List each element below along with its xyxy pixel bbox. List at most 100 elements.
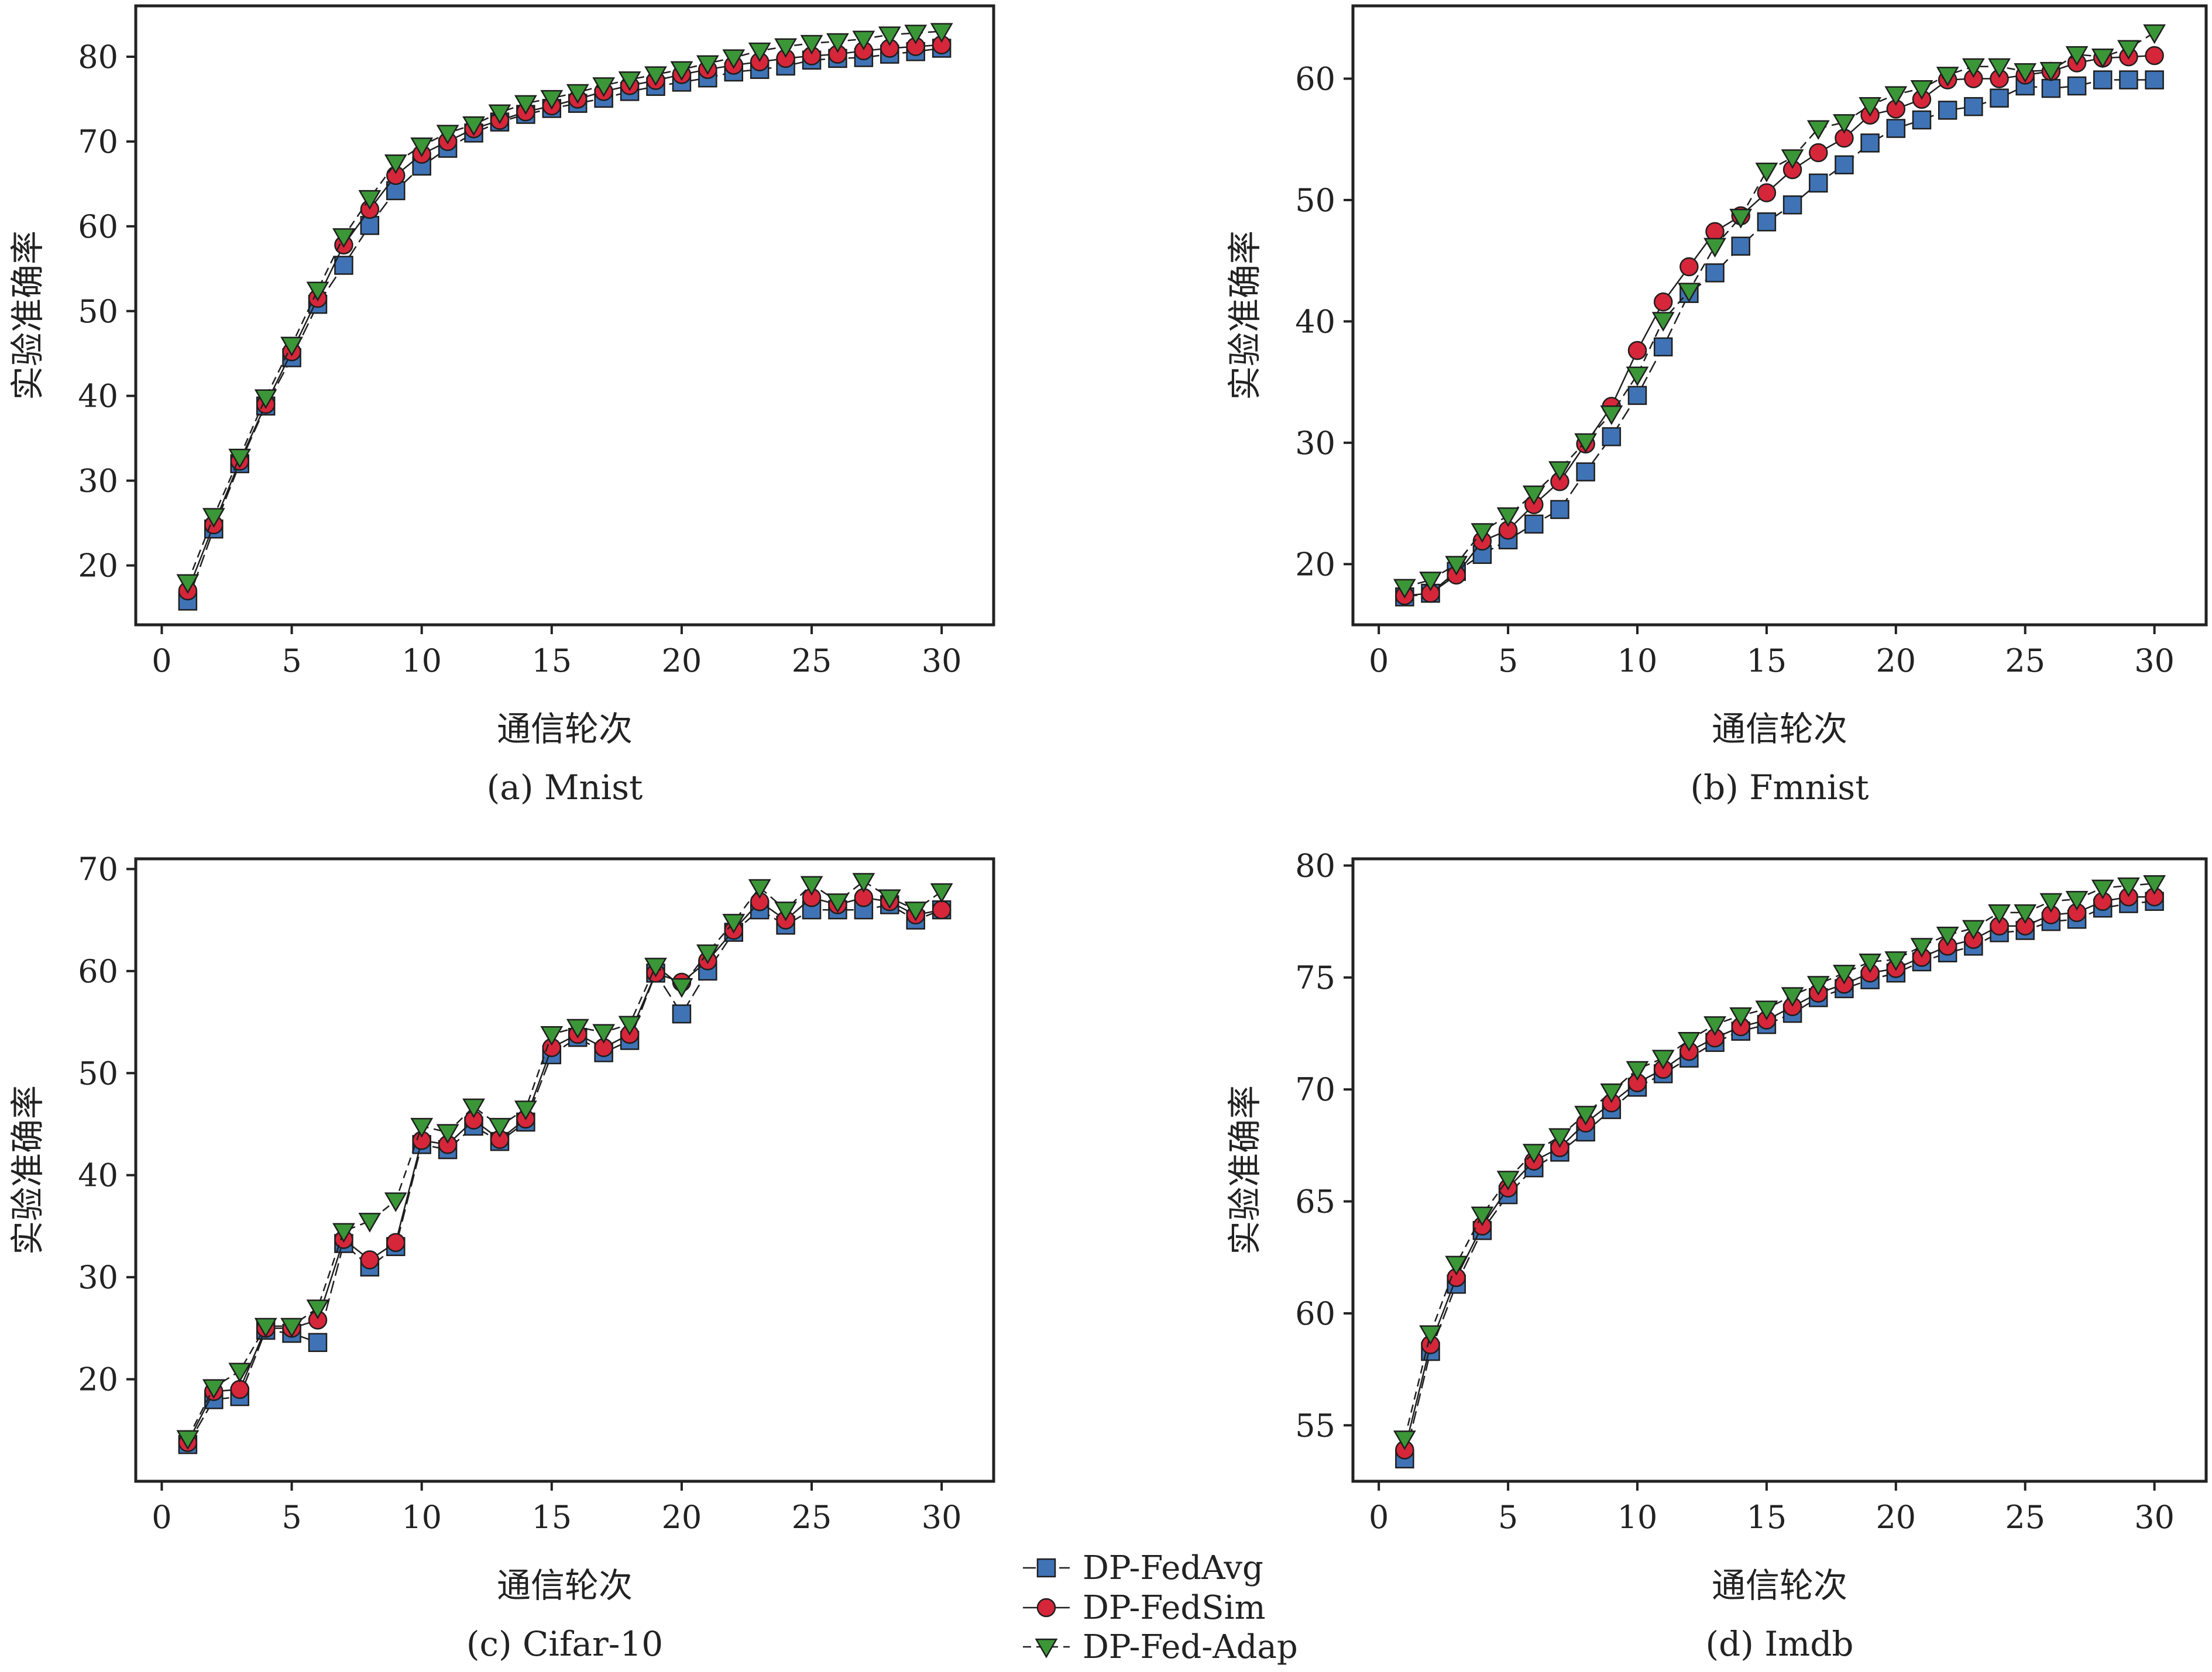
data-point bbox=[1755, 1000, 1778, 1021]
series-line bbox=[187, 904, 942, 1445]
y-tick-label: 75 bbox=[1295, 959, 1335, 996]
x-axis-label: 通信轮次 bbox=[497, 709, 633, 749]
data-point bbox=[358, 190, 382, 210]
data-point bbox=[1600, 1083, 1623, 1103]
data-point bbox=[670, 61, 693, 81]
series-dp-fed-adap bbox=[1393, 24, 2166, 599]
data-point bbox=[280, 1317, 303, 1338]
data-point bbox=[670, 978, 693, 998]
x-axis-label: 通信轮次 bbox=[497, 1566, 633, 1605]
y-tick-label: 40 bbox=[1295, 303, 1335, 340]
panel-caption: (d) Imdb bbox=[1706, 1624, 1854, 1664]
legend-label: DP-FedAvg bbox=[1083, 1549, 1263, 1587]
legend-item-dp-fedavg: DP-FedAvg bbox=[1023, 1549, 1263, 1587]
data-point bbox=[2119, 70, 2138, 90]
series-line bbox=[187, 44, 942, 591]
x-tick-label: 30 bbox=[922, 1499, 962, 1536]
data-point bbox=[2014, 904, 2037, 924]
data-point bbox=[360, 1250, 380, 1270]
data-point bbox=[1576, 462, 1595, 481]
data-point bbox=[2065, 46, 2089, 66]
y-tick-label: 40 bbox=[78, 1157, 118, 1194]
x-tick-label: 30 bbox=[2134, 1499, 2175, 1536]
series-line bbox=[187, 30, 942, 583]
data-point bbox=[1910, 938, 1933, 958]
data-point bbox=[1938, 101, 1957, 120]
y-tick-label: 70 bbox=[78, 851, 118, 887]
data-point bbox=[2117, 40, 2140, 60]
data-point bbox=[306, 1299, 329, 1320]
data-point bbox=[696, 944, 719, 965]
legend-item-dp-fedsim: DP-FedSim bbox=[1023, 1589, 1266, 1627]
data-point bbox=[386, 1233, 406, 1253]
data-point bbox=[1651, 1050, 1675, 1070]
data-point bbox=[1729, 208, 1753, 229]
series-dp-fed-adap bbox=[176, 873, 953, 1450]
data-point bbox=[1988, 904, 2011, 924]
data-point bbox=[176, 574, 200, 594]
data-point bbox=[2039, 893, 2063, 913]
x-tick-label: 20 bbox=[662, 1499, 702, 1536]
data-point bbox=[1627, 340, 1647, 360]
data-point bbox=[618, 71, 641, 91]
data-point bbox=[1522, 485, 1545, 505]
data-point bbox=[800, 35, 823, 55]
x-tick-label: 10 bbox=[1617, 642, 1658, 679]
data-point bbox=[384, 154, 407, 174]
plot-frame bbox=[1351, 857, 2208, 1483]
plot-frame bbox=[134, 857, 995, 1483]
data-point bbox=[1886, 119, 1906, 138]
data-point bbox=[334, 256, 353, 275]
data-point bbox=[1574, 433, 1598, 453]
data-point bbox=[672, 1004, 692, 1024]
data-point bbox=[930, 23, 953, 43]
y-tick-label: 40 bbox=[78, 378, 118, 415]
y-tick-label: 70 bbox=[1295, 1071, 1335, 1108]
y-tick-label: 55 bbox=[1295, 1407, 1335, 1444]
series-dp-fedavg bbox=[178, 39, 952, 611]
series-line bbox=[1404, 54, 2155, 597]
legend-marker bbox=[1036, 1558, 1056, 1578]
x-axis-label: 通信轮次 bbox=[1712, 1566, 1847, 1605]
data-point bbox=[852, 30, 875, 51]
y-tick-label: 30 bbox=[1295, 425, 1335, 462]
plot-frame bbox=[134, 4, 995, 627]
data-point bbox=[774, 38, 798, 59]
data-point bbox=[1548, 461, 1571, 481]
data-point bbox=[230, 1379, 249, 1399]
data-point bbox=[1884, 951, 1908, 971]
data-point bbox=[748, 42, 771, 63]
data-point bbox=[1602, 427, 1622, 446]
series-line bbox=[187, 896, 942, 1443]
data-point bbox=[280, 336, 303, 357]
data-point bbox=[1471, 523, 1494, 543]
data-point bbox=[1419, 1325, 1442, 1345]
y-tick-label: 30 bbox=[78, 1259, 118, 1296]
data-point bbox=[1653, 337, 1673, 357]
data-point bbox=[1445, 556, 1468, 576]
data-point bbox=[1936, 67, 1959, 87]
legend-label: DP-FedSim bbox=[1083, 1589, 1266, 1627]
data-point bbox=[2041, 78, 2061, 98]
x-tick-label: 5 bbox=[281, 642, 301, 679]
data-point bbox=[1859, 97, 1882, 117]
data-point bbox=[1806, 120, 1830, 140]
chart-panel-cifar10: 0 5 10 15 20 25 30 20 30 40 50 60 70 通信轮次 实验准确率 (c) Cif… bbox=[8, 851, 995, 1664]
data-point bbox=[1703, 1016, 1726, 1036]
y-axis-label: 实验准确率 bbox=[1225, 1085, 1265, 1255]
x-tick-label: 20 bbox=[1876, 642, 1916, 679]
data-point bbox=[410, 1117, 434, 1138]
data-point bbox=[360, 216, 380, 235]
data-point bbox=[644, 958, 667, 978]
panel-caption: (b) Fmnist bbox=[1690, 768, 1868, 807]
x-tick-label: 10 bbox=[401, 642, 442, 679]
data-point bbox=[930, 883, 953, 903]
data-point bbox=[2014, 63, 2037, 83]
data-point bbox=[488, 104, 511, 125]
data-point bbox=[1964, 97, 1983, 116]
data-point bbox=[384, 1192, 407, 1212]
data-point bbox=[488, 1117, 511, 1138]
y-tick-label: 30 bbox=[78, 463, 118, 500]
